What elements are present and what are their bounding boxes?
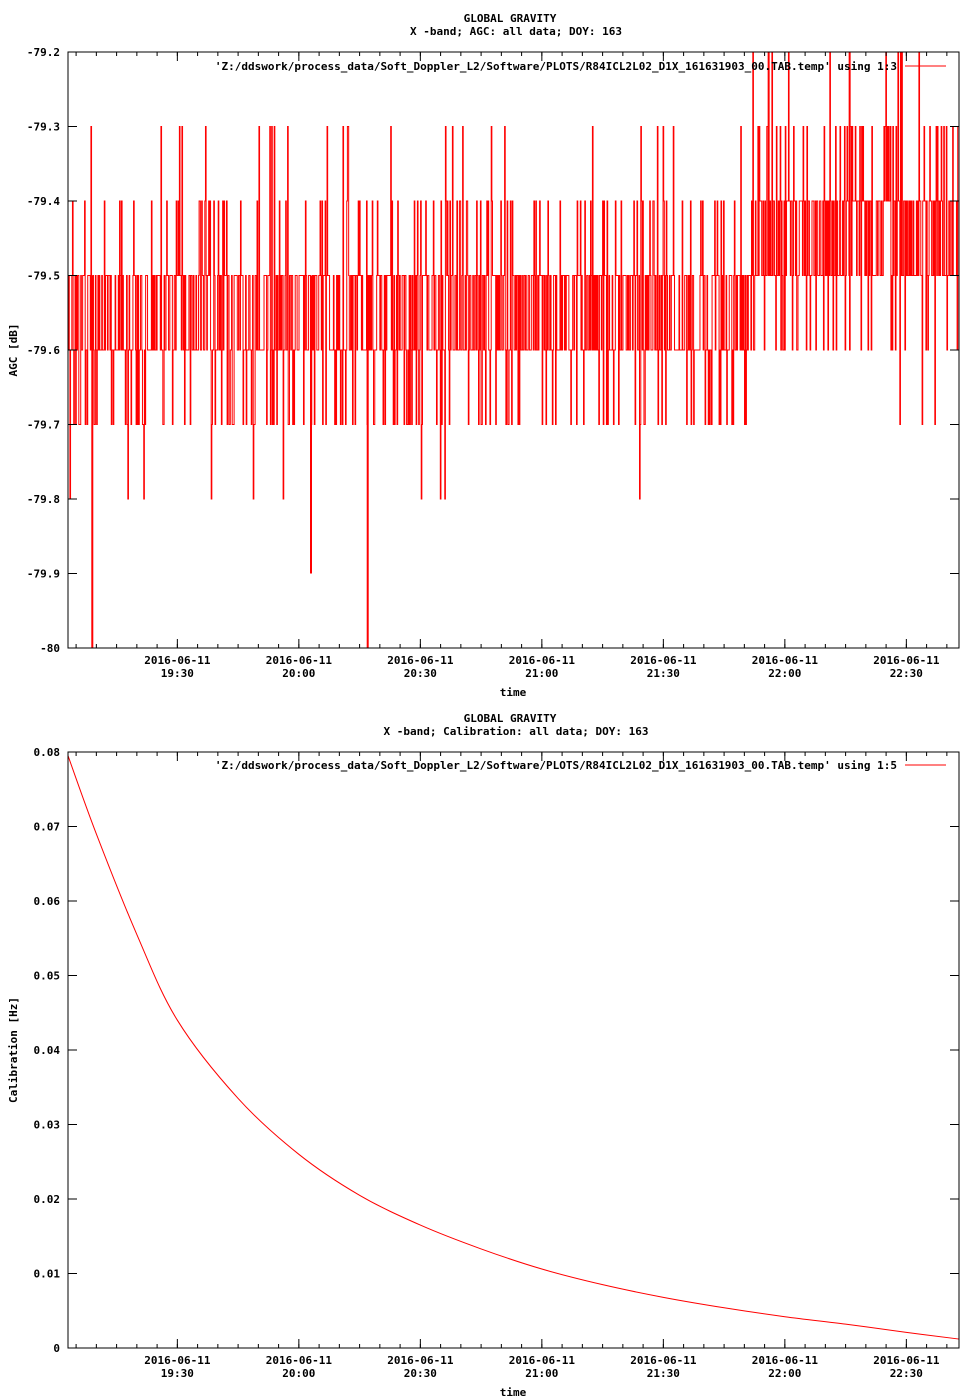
x-tick-label-date: 2016-06-11 bbox=[752, 1354, 819, 1367]
x-tick-label-date: 2016-06-11 bbox=[387, 1354, 454, 1367]
agc-x-axis: 2016-06-1119:302016-06-1120:002016-06-11… bbox=[75, 52, 948, 680]
x-tick-label-time: 20:00 bbox=[282, 667, 315, 680]
x-tick-label-time: 21:30 bbox=[647, 667, 680, 680]
x-tick-label-date: 2016-06-11 bbox=[873, 654, 940, 667]
y-tick-label: 0.01 bbox=[34, 1268, 61, 1281]
agc-chart-subtitle: X -band; AGC: all data; DOY: 163 bbox=[410, 25, 622, 38]
x-tick-label-date: 2016-06-11 bbox=[266, 654, 333, 667]
x-tick-label-date: 2016-06-11 bbox=[509, 654, 576, 667]
calibration-series-layer bbox=[67, 755, 960, 1340]
x-tick-label-date: 2016-06-11 bbox=[630, 654, 697, 667]
x-tick-label-time: 22:30 bbox=[890, 1367, 923, 1380]
calibration-series-line bbox=[67, 755, 960, 1340]
x-tick-label-time: 19:30 bbox=[161, 667, 194, 680]
y-tick-label: -79.3 bbox=[27, 121, 60, 134]
x-tick-label-date: 2016-06-11 bbox=[509, 1354, 576, 1367]
y-tick-label: 0.03 bbox=[34, 1119, 61, 1132]
calibration-chart-subtitle: X -band; Calibration: all data; DOY: 163 bbox=[384, 725, 649, 738]
x-tick-label-date: 2016-06-11 bbox=[144, 1354, 211, 1367]
agc-x-axis-label: time bbox=[500, 686, 527, 699]
x-tick-label-time: 20:30 bbox=[404, 1367, 437, 1380]
x-tick-label-time: 21:00 bbox=[525, 1367, 558, 1380]
agc-series-layer bbox=[67, 51, 959, 648]
y-tick-label: -79.6 bbox=[27, 344, 60, 357]
y-tick-label: 0.06 bbox=[34, 895, 61, 908]
agc-legend-label: 'Z:/ddswork/process_data/Soft_Doppler_L2… bbox=[215, 60, 897, 73]
x-tick-label-time: 22:30 bbox=[890, 667, 923, 680]
agc-series-line bbox=[67, 51, 959, 500]
agc-chart: GLOBAL GRAVITY X -band; AGC: all data; D… bbox=[7, 12, 960, 699]
x-tick-label-time: 22:00 bbox=[768, 1367, 801, 1380]
y-tick-label: -80 bbox=[40, 642, 60, 655]
x-tick-label-time: 21:00 bbox=[525, 667, 558, 680]
agc-y-axis-label: AGC [dB] bbox=[7, 324, 20, 377]
calibration-x-axis-label: time bbox=[500, 1386, 527, 1399]
agc-chart-title: GLOBAL GRAVITY bbox=[464, 12, 557, 25]
calibration-legend-label: 'Z:/ddswork/process_data/Soft_Doppler_L2… bbox=[215, 759, 897, 772]
y-tick-label: 0.08 bbox=[34, 746, 61, 759]
y-tick-label: -79.5 bbox=[27, 270, 60, 283]
calibration-x-axis: 2016-06-1119:302016-06-1120:002016-06-11… bbox=[75, 752, 948, 1380]
calibration-y-axis: 0.08 0.07 0.06 0.05 0.04 0.03 0.02 0.01 0 bbox=[34, 746, 959, 1355]
calibration-chart: GLOBAL GRAVITY X -band; Calibration: all… bbox=[7, 712, 960, 1399]
y-tick-label: 0 bbox=[53, 1342, 60, 1355]
y-tick-label: 0.05 bbox=[34, 970, 61, 983]
y-tick-label: -79.7 bbox=[27, 419, 60, 432]
x-tick-label-time: 20:00 bbox=[282, 1367, 315, 1380]
y-tick-label: 0.02 bbox=[34, 1193, 61, 1206]
calibration-y-axis-label: Calibration [Hz] bbox=[7, 997, 20, 1103]
agc-y-axis: -79.2 -79.3 -79.4 -79.5 -79.6 -79.7 -79.8 -79.9… bbox=[27, 46, 959, 655]
y-tick-label: -79.9 bbox=[27, 568, 60, 581]
y-tick-label: 0.07 bbox=[34, 821, 61, 834]
y-tick-label: -79.2 bbox=[27, 46, 60, 59]
x-tick-label-date: 2016-06-11 bbox=[387, 654, 454, 667]
calibration-chart-title: GLOBAL GRAVITY bbox=[464, 712, 557, 725]
x-tick-label-date: 2016-06-11 bbox=[752, 654, 819, 667]
x-tick-label-time: 22:00 bbox=[768, 667, 801, 680]
x-tick-label-time: 19:30 bbox=[161, 1367, 194, 1380]
y-tick-label: -79.8 bbox=[27, 493, 60, 506]
x-tick-label-date: 2016-06-11 bbox=[873, 1354, 940, 1367]
x-tick-label-date: 2016-06-11 bbox=[144, 654, 211, 667]
x-tick-label-date: 2016-06-11 bbox=[266, 1354, 333, 1367]
x-tick-label-time: 20:30 bbox=[404, 667, 437, 680]
y-tick-label: 0.04 bbox=[34, 1044, 61, 1057]
x-tick-label-time: 21:30 bbox=[647, 1367, 680, 1380]
y-tick-label: -79.4 bbox=[27, 195, 60, 208]
x-tick-label-date: 2016-06-11 bbox=[630, 1354, 697, 1367]
